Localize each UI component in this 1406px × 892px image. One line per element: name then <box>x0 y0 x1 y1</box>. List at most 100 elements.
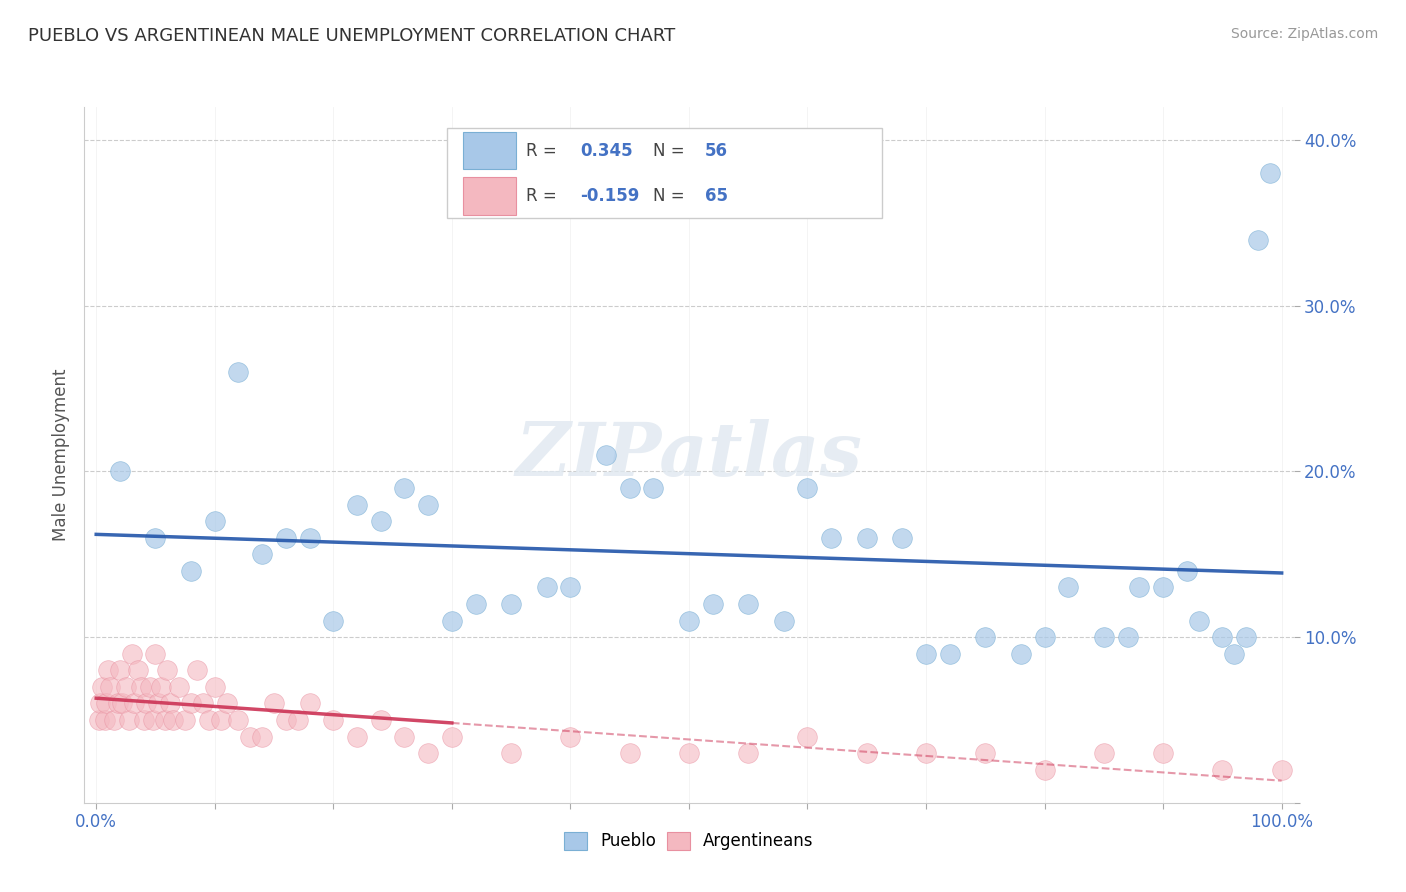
Point <box>1033 763 1056 777</box>
Point <box>1092 746 1115 760</box>
Point <box>678 614 700 628</box>
Point <box>1116 630 1139 644</box>
Point <box>1152 581 1174 595</box>
Point <box>115 680 138 694</box>
Point <box>322 713 344 727</box>
Point <box>174 713 197 727</box>
Point <box>228 365 250 379</box>
Point <box>118 713 141 727</box>
Point <box>132 713 155 727</box>
Point <box>89 697 111 711</box>
Point <box>1057 581 1080 595</box>
Point <box>287 713 309 727</box>
Point <box>180 564 202 578</box>
Point <box>394 481 416 495</box>
Point <box>501 746 523 760</box>
Point <box>1247 233 1270 247</box>
Point <box>464 597 486 611</box>
Point <box>103 713 125 727</box>
Point <box>129 680 152 694</box>
Point <box>938 647 960 661</box>
Point <box>191 697 214 711</box>
Point <box>394 730 416 744</box>
Point <box>1175 564 1198 578</box>
Point <box>146 697 169 711</box>
Point <box>855 531 877 545</box>
Point <box>156 663 179 677</box>
Point <box>820 531 842 545</box>
Text: ZIPatlas: ZIPatlas <box>516 418 862 491</box>
Point <box>1211 763 1233 777</box>
Point <box>560 730 582 744</box>
Point <box>204 680 226 694</box>
Point <box>1258 166 1281 180</box>
Point <box>198 713 221 727</box>
Point <box>228 713 250 727</box>
Point <box>209 713 232 727</box>
Point <box>1152 746 1174 760</box>
Point <box>145 531 167 545</box>
Point <box>501 597 523 611</box>
Point <box>702 597 724 611</box>
Point <box>1234 630 1257 644</box>
Point <box>298 531 321 545</box>
Point <box>138 680 160 694</box>
Text: -0.159: -0.159 <box>581 186 640 205</box>
Point <box>108 465 131 479</box>
Point <box>370 514 392 528</box>
Point <box>1188 614 1211 628</box>
Point <box>167 680 190 694</box>
Point <box>678 746 700 760</box>
Point <box>536 581 558 595</box>
Text: 56: 56 <box>704 142 728 160</box>
Point <box>418 498 440 512</box>
FancyBboxPatch shape <box>447 128 883 219</box>
Point <box>370 713 392 727</box>
Point <box>974 630 997 644</box>
FancyBboxPatch shape <box>463 177 516 215</box>
Point <box>1033 630 1056 644</box>
Point <box>135 697 157 711</box>
Legend: Pueblo, Argentineans: Pueblo, Argentineans <box>557 825 821 857</box>
Point <box>737 746 759 760</box>
Point <box>1211 630 1233 644</box>
Point <box>796 730 818 744</box>
Point <box>111 697 134 711</box>
Text: N =: N = <box>652 186 689 205</box>
Point <box>127 663 149 677</box>
Point <box>346 730 368 744</box>
Point <box>153 713 176 727</box>
Point <box>1223 647 1246 661</box>
Point <box>250 547 273 561</box>
Text: R =: R = <box>526 186 562 205</box>
Point <box>122 697 145 711</box>
Point <box>891 531 914 545</box>
Point <box>107 697 129 711</box>
Point <box>440 730 463 744</box>
Point <box>250 730 273 744</box>
Point <box>737 597 759 611</box>
Point <box>1128 581 1150 595</box>
Point <box>974 746 997 760</box>
Point <box>91 680 114 694</box>
Point <box>560 581 582 595</box>
Text: Source: ZipAtlas.com: Source: ZipAtlas.com <box>1230 27 1378 41</box>
Point <box>263 697 285 711</box>
Point <box>100 680 122 694</box>
Text: R =: R = <box>526 142 562 160</box>
Point <box>298 697 321 711</box>
Point <box>274 713 297 727</box>
Point <box>595 448 617 462</box>
Text: PUEBLO VS ARGENTINEAN MALE UNEMPLOYMENT CORRELATION CHART: PUEBLO VS ARGENTINEAN MALE UNEMPLOYMENT … <box>28 27 675 45</box>
Text: 0.345: 0.345 <box>581 142 633 160</box>
Point <box>915 647 938 661</box>
Point <box>322 614 344 628</box>
Point <box>1271 763 1294 777</box>
Point <box>619 746 641 760</box>
Point <box>274 531 297 545</box>
Point <box>440 614 463 628</box>
Point <box>145 647 167 661</box>
Text: 65: 65 <box>704 186 728 205</box>
Point <box>142 713 165 727</box>
Text: N =: N = <box>652 142 689 160</box>
